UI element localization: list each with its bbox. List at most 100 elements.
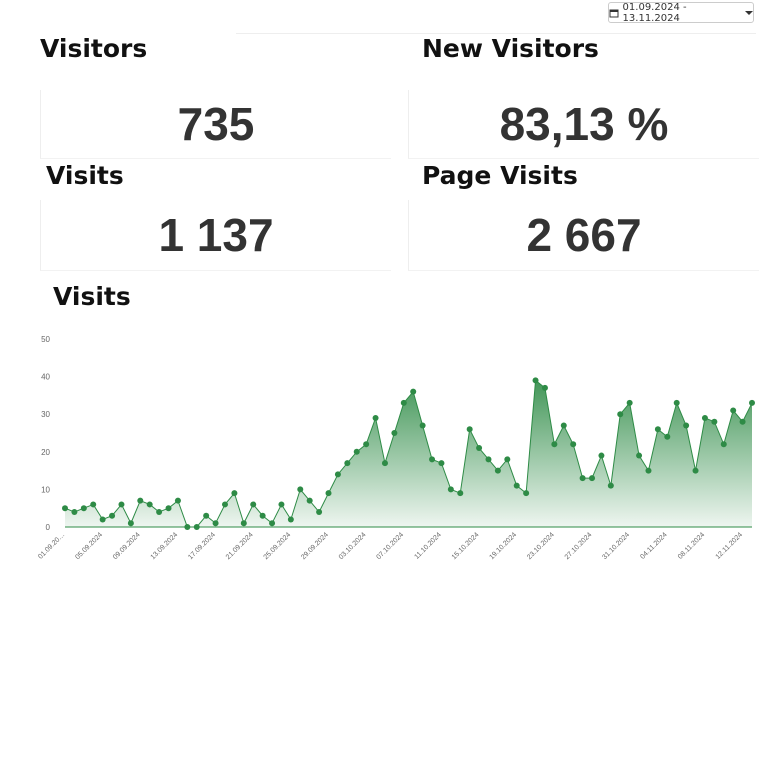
x-tick-label: 01.09.20…	[37, 531, 66, 560]
line	[64, 379, 753, 528]
point	[739, 418, 746, 425]
point	[485, 456, 492, 463]
stat-label: Visitors	[40, 34, 148, 63]
y-tick-label: 40	[41, 373, 50, 382]
point	[62, 505, 68, 512]
point	[287, 516, 294, 523]
point	[80, 505, 87, 512]
point	[71, 508, 78, 515]
point	[269, 520, 276, 527]
point	[165, 505, 172, 512]
point	[381, 460, 388, 467]
point	[654, 426, 661, 433]
point	[749, 399, 755, 406]
x-tick-label: 04.11.2024	[639, 531, 668, 560]
x-tick-label: 29.09.2024	[300, 531, 330, 561]
stat-value: 1 137	[40, 200, 391, 271]
x-tick-label: 12.11.2024	[715, 531, 744, 560]
point	[372, 414, 379, 421]
point	[363, 441, 370, 448]
calendar-icon	[609, 9, 619, 17]
point	[278, 501, 285, 508]
point	[664, 433, 671, 440]
point	[626, 399, 633, 406]
y-tick-label: 50	[41, 335, 50, 344]
date-range-picker[interactable]: 01.09.2024 - 13.11.2024	[608, 1, 754, 24]
x-tick-label: 07.10.2024	[375, 531, 405, 561]
point	[250, 501, 257, 508]
chart-title: Visits	[53, 282, 131, 311]
point	[118, 501, 125, 508]
point	[212, 520, 219, 527]
point	[466, 426, 473, 433]
point	[240, 520, 247, 527]
area	[65, 380, 752, 527]
point	[598, 452, 605, 459]
point	[607, 482, 614, 489]
point	[683, 422, 690, 429]
point	[447, 486, 454, 493]
caret	[745, 10, 753, 15]
point	[711, 418, 718, 425]
point	[673, 399, 680, 406]
point	[636, 452, 643, 459]
x-tick-label: 19.10.2024	[488, 531, 518, 561]
point	[617, 411, 624, 418]
point	[146, 501, 153, 508]
point	[692, 467, 699, 474]
stat-value: 83,13 %	[408, 90, 759, 159]
chart: 0 10 20 30 40 50 01.09.20… 05.09.2024 09.09.2024…	[37, 335, 755, 561]
point	[297, 486, 304, 493]
point	[579, 475, 586, 482]
point	[99, 516, 106, 523]
date-range: 01.09.2024 - 13.11.2024	[622, 1, 687, 24]
point	[429, 456, 436, 463]
point	[400, 399, 407, 406]
point	[353, 448, 360, 455]
y-tick-label: 20	[41, 448, 50, 457]
point	[504, 456, 511, 463]
x-tick-label: 03.10.2024	[338, 531, 368, 561]
point	[184, 524, 191, 530]
point	[551, 441, 558, 448]
x-tick-label: 11.10.2024	[413, 531, 442, 560]
point	[532, 377, 539, 384]
x-tick-label: 21.09.2024	[225, 531, 255, 561]
point	[344, 460, 351, 467]
x-tick-label: 17.09.2024	[187, 531, 217, 561]
point	[156, 508, 163, 515]
point	[476, 445, 483, 452]
point	[325, 490, 332, 497]
y-tick-label: 0	[46, 523, 51, 532]
stat-value: 2 667	[408, 200, 759, 271]
point	[457, 490, 464, 497]
point	[730, 407, 737, 414]
point	[541, 384, 548, 391]
point	[127, 520, 134, 527]
point	[701, 414, 708, 421]
x-tick-label: 27.10.2024	[564, 531, 594, 561]
point	[90, 501, 97, 508]
point	[513, 482, 520, 489]
x-tick-label: 15.10.2024	[451, 531, 481, 561]
point	[137, 497, 144, 504]
stat-label: New Visitors	[422, 34, 599, 63]
stat-value: 735	[40, 90, 391, 159]
x-tick-label: 08.11.2024	[677, 531, 706, 560]
point	[419, 422, 426, 429]
point	[720, 441, 727, 448]
point	[391, 430, 398, 436]
point	[334, 471, 341, 478]
point	[306, 497, 313, 504]
stat-label: Visits	[46, 161, 124, 190]
point	[109, 512, 116, 519]
x-tick-label: 05.09.2024	[74, 531, 104, 561]
x-tick-label: 13.09.2024	[150, 531, 180, 561]
point	[316, 508, 323, 515]
point	[221, 501, 228, 508]
x-tick-label: 25.09.2024	[263, 531, 293, 561]
point	[410, 388, 417, 395]
point	[570, 441, 577, 448]
point	[203, 512, 210, 519]
